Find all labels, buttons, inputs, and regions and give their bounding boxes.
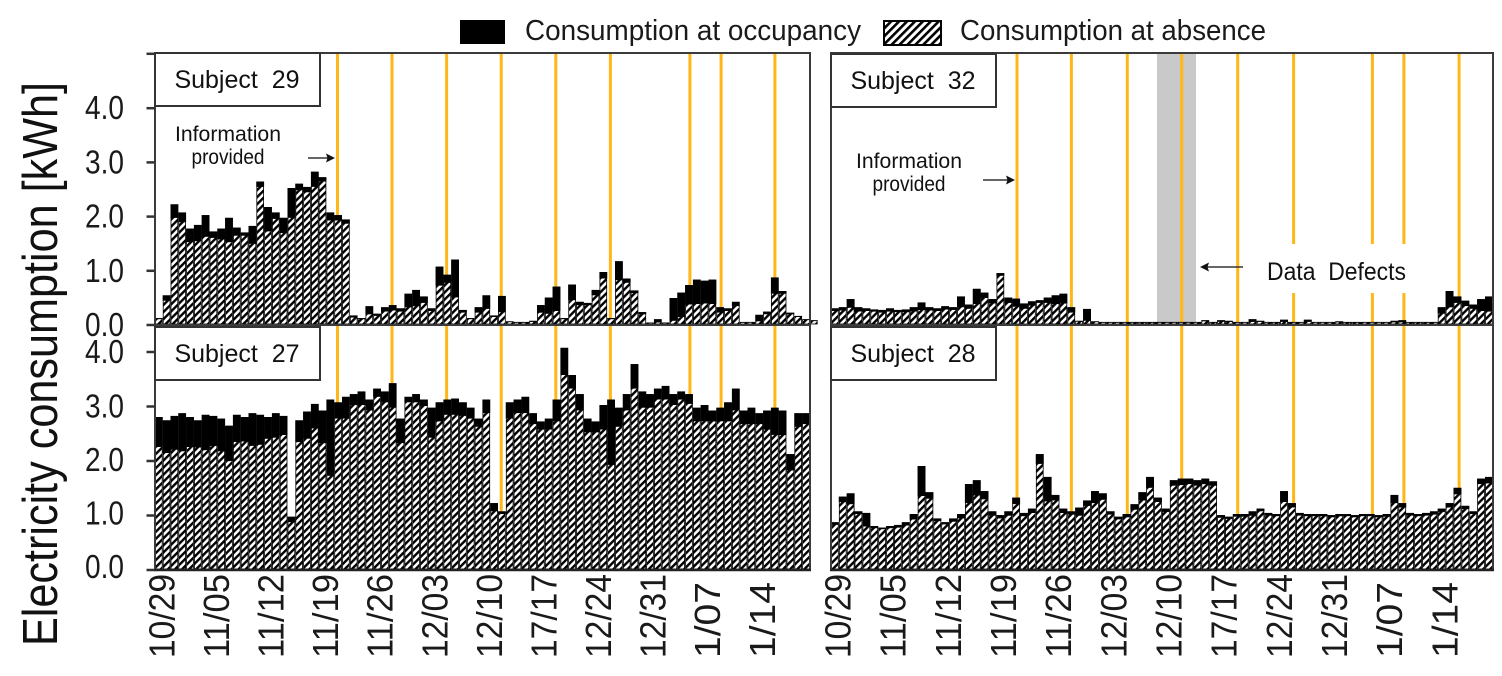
svg-text:11/26: 11/26 [360,574,401,658]
svg-text:1/14: 1/14 [1424,582,1465,658]
svg-text:Data Defects: Data Defects [1267,258,1406,286]
svg-text:Information: Information [175,123,281,146]
svg-text:12/31: 12/31 [633,574,674,658]
svg-text:12/31: 12/31 [1314,574,1355,658]
svg-text:4.0: 4.0 [85,333,124,370]
svg-text:1.0: 1.0 [85,495,124,532]
svg-text:11/12: 11/12 [928,574,969,658]
svg-text:10/29: 10/29 [817,574,858,658]
svg-text:12/24: 12/24 [1259,574,1300,658]
svg-text:11/26: 11/26 [1038,574,1079,658]
svg-text:Consumption at occupancy: Consumption at occupancy [525,15,861,47]
svg-text:11/19: 11/19 [305,574,346,658]
svg-text:12/10: 12/10 [1148,574,1189,658]
svg-text:1/07: 1/07 [687,582,728,658]
svg-text:12/10: 12/10 [469,574,510,658]
svg-text:Information: Information [856,150,962,173]
svg-text:11/19: 11/19 [983,574,1024,658]
svg-text:3.0: 3.0 [85,143,124,180]
svg-text:12/24: 12/24 [578,574,619,658]
svg-text:1.0: 1.0 [85,252,124,289]
svg-text:0.0: 0.0 [85,306,124,343]
svg-text:2.0: 2.0 [85,198,124,235]
svg-text:12/03: 12/03 [1093,574,1134,658]
svg-text:provided: provided [873,173,946,196]
svg-text:11/05: 11/05 [196,574,237,658]
svg-text:0.0: 0.0 [85,548,124,585]
svg-text:12/03: 12/03 [414,574,455,658]
svg-text:10/29: 10/29 [141,574,182,658]
svg-text:3.0: 3.0 [85,388,124,425]
svg-text:11/12: 11/12 [251,574,292,658]
svg-text:1/14: 1/14 [742,582,783,658]
svg-text:Subject 32: Subject 32 [850,67,975,95]
svg-text:Consumption at absence: Consumption at absence [960,15,1266,47]
svg-text:17/17: 17/17 [524,574,565,658]
svg-text:Electricity consumption [kWh]: Electricity consumption [kWh] [14,82,68,646]
svg-text:11/05: 11/05 [873,574,914,658]
svg-text:17/17: 17/17 [1204,574,1245,658]
svg-text:4.0: 4.0 [85,89,124,126]
svg-text:provided: provided [192,146,265,169]
svg-text:Subject 27: Subject 27 [174,340,299,368]
svg-text:Subject 28: Subject 28 [850,340,975,368]
svg-text:1/07: 1/07 [1369,582,1410,658]
svg-text:2.0: 2.0 [85,441,124,478]
svg-text:Subject 29: Subject 29 [174,66,299,94]
